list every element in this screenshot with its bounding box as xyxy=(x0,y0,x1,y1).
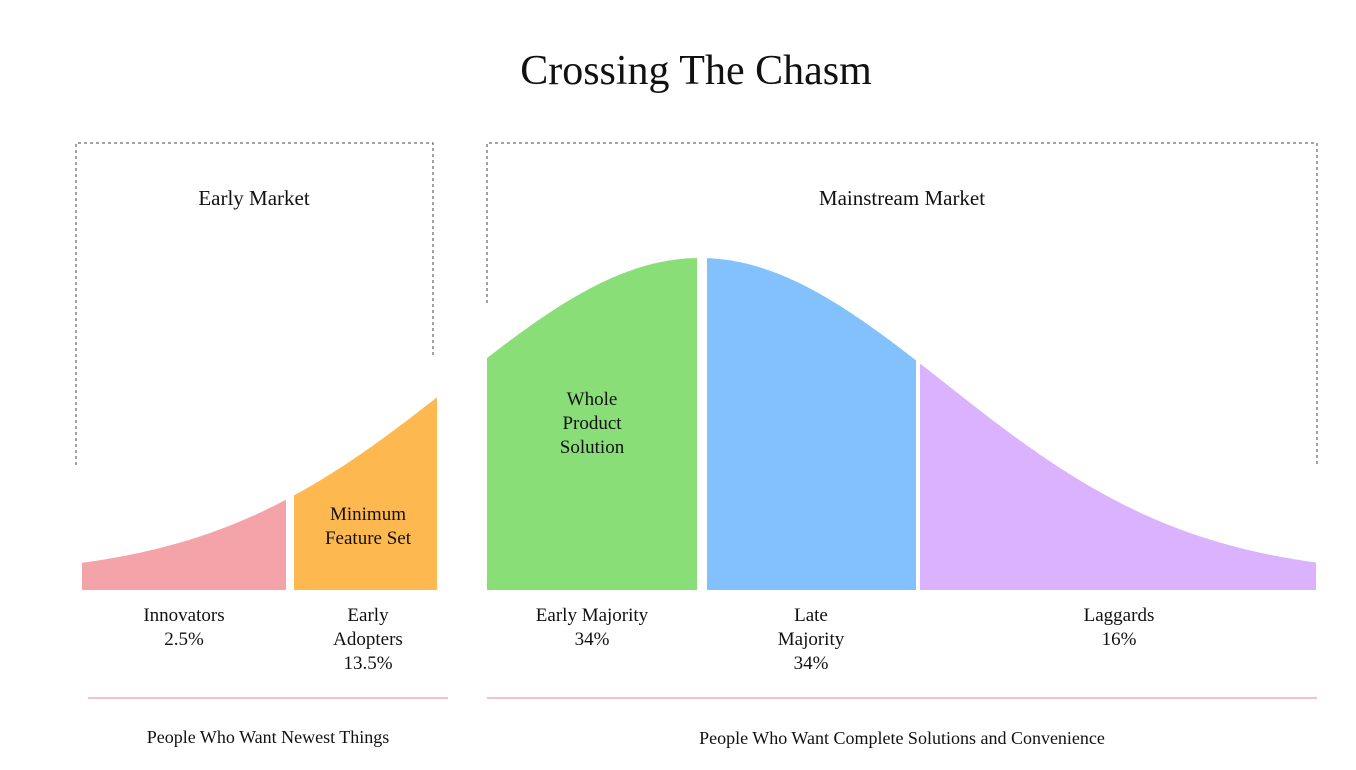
segment-label: Early Adopters 13.5% xyxy=(323,604,413,676)
segment-label: Innovators 2.5% xyxy=(114,604,254,652)
segment-share: 16% xyxy=(1101,629,1137,650)
market-boxes xyxy=(75,142,1318,465)
segment-share: 34% xyxy=(793,653,829,674)
segment-share: 2.5% xyxy=(164,629,204,650)
segment-name: Early Adopters xyxy=(333,605,403,650)
adoption-curve xyxy=(82,258,1316,590)
segment-share: 13.5% xyxy=(343,653,393,674)
market-label: Early Market xyxy=(198,186,310,210)
segment-label: Early Majority 34% xyxy=(502,604,682,652)
segment-area xyxy=(82,499,286,590)
segment-label: Late Majority 34% xyxy=(766,604,856,676)
early-market-box xyxy=(75,142,434,465)
callout: Whole Product Solution xyxy=(559,389,625,458)
segment-area xyxy=(707,258,916,590)
group-label: People Who Want Newest Things xyxy=(146,727,390,747)
title: Crossing The Chasm xyxy=(520,48,872,94)
segment-label: Laggards 16% xyxy=(1029,604,1209,652)
segment-area xyxy=(294,397,437,590)
segment-area xyxy=(920,363,1316,590)
segment-name: Laggards xyxy=(1083,605,1155,626)
segment-name: Innovators xyxy=(143,605,225,626)
callout: Minimum Feature Set xyxy=(324,504,411,549)
mainstream-market-box xyxy=(486,142,1318,465)
group-label: People Who Want Complete Solutions and C… xyxy=(699,728,1105,748)
segment-area xyxy=(487,258,697,590)
market-label: Mainstream Market xyxy=(818,186,986,210)
segment-share: 34% xyxy=(574,629,610,650)
segment-name: Early Majority xyxy=(535,605,649,626)
segment-name: Late Majority xyxy=(777,605,845,650)
